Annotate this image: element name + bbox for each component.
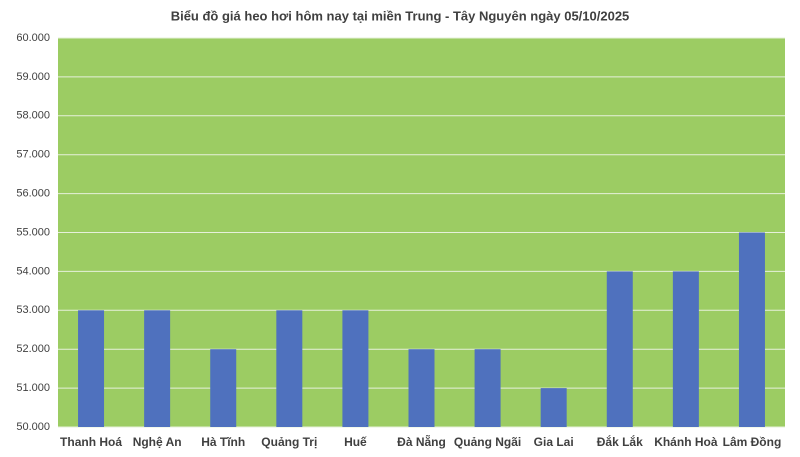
x-tick-label: Thanh Hoá [60,435,122,449]
bar [276,310,303,427]
bar [474,349,501,427]
x-tick-label: Quảng Ngãi [454,435,521,449]
x-tick-label: Quảng Trị [261,435,317,449]
x-tick-label: Khánh Hoà [654,435,718,449]
bar [144,310,171,427]
x-tick-label: Huế [344,435,367,449]
y-tick-label: 59.000 [16,71,50,83]
y-tick-label: 58.000 [16,110,50,122]
bar [210,349,237,427]
y-tick-label: 57.000 [16,149,50,161]
x-tick-label: Gia Lai [534,435,574,449]
bar [408,349,435,427]
y-tick-label: 54.000 [16,265,50,277]
bar [540,388,567,427]
bar [342,310,369,427]
x-tick-label: Nghệ An [133,435,182,449]
y-tick-label: 53.000 [16,304,50,316]
y-tick-label: 55.000 [16,226,50,238]
x-tick-label: Hà Tĩnh [201,435,245,449]
x-tick-label: Lâm Đồng [723,435,782,449]
y-tick-label: 52.000 [16,343,50,355]
y-tick-label: 56.000 [16,188,50,200]
bar [672,271,699,427]
x-tick-label: Đà Nẵng [397,434,446,449]
bar [738,232,765,427]
y-tick-label: 50.000 [16,421,50,433]
y-tick-label: 60.000 [16,32,50,44]
bar [606,271,633,427]
bar [78,310,105,427]
y-tick-label: 51.000 [16,382,50,394]
chart-title: Biểu đồ giá heo hơi hôm nay tại miền Tru… [171,8,630,23]
x-tick-label: Đắk Lắk [597,434,643,449]
